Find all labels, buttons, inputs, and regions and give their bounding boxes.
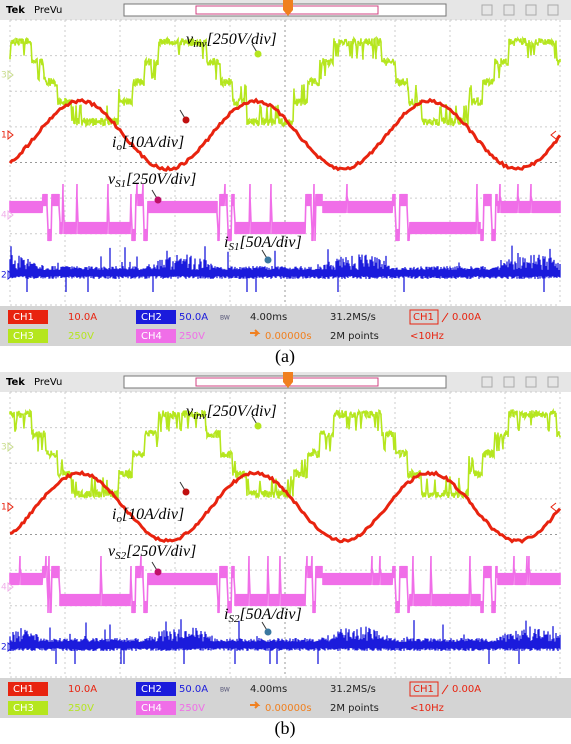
channel-marker: 2 (1, 271, 7, 281)
channel-marker: 4 (1, 583, 7, 593)
status-text: 2M points (330, 703, 379, 714)
status-text: 2M points (330, 331, 379, 342)
annotation-dot (183, 489, 190, 496)
channel-name: CH1 (13, 684, 34, 695)
status-text: 250V (68, 331, 94, 342)
scale: [250V/div] (126, 543, 196, 560)
channel-name: CH4 (141, 703, 162, 714)
scale: [50A/div] (239, 234, 301, 251)
channel-marker: 2 (1, 643, 7, 653)
status-text: 250V (179, 331, 205, 342)
status-text: CH1 (413, 684, 434, 695)
subscript: inv (193, 410, 207, 422)
annotation: io[10A/div] (112, 506, 184, 525)
channel-name: CH3 (13, 703, 34, 714)
scale: [10A/div] (122, 134, 184, 151)
status-text: 10.0A (68, 312, 97, 323)
page: {"panels": [ {"header": {"brand": "Tek",… (0, 0, 571, 744)
annotation-dot (155, 197, 162, 204)
bw-icon: BW (220, 687, 230, 694)
channel-name: CH2 (141, 312, 162, 323)
status-text: 50.0A (179, 684, 208, 695)
status-text: 4.00ms (250, 312, 287, 323)
channel-name: CH1 (13, 312, 34, 323)
scale: [250V/div] (207, 403, 277, 420)
mode: PreVu (34, 5, 62, 16)
scope-panel: TekPreVu3142vinv[250V/div]io[10A/div]vS2… (0, 372, 571, 739)
bw-icon: BW (220, 315, 230, 322)
scope-panel: TekPreVu3142vinv[250V/div]io[10A/div]vS1… (0, 0, 571, 367)
subscript: S1 (115, 178, 126, 190)
scale: [10A/div] (122, 506, 184, 523)
subscript: S2 (115, 550, 127, 562)
brand: Tek (6, 377, 25, 388)
caption: (a) (275, 346, 295, 367)
annotation-dot (183, 117, 190, 124)
channel-marker: 3 (1, 71, 7, 81)
channel-name: CH2 (141, 684, 162, 695)
channel-marker: 4 (1, 211, 7, 221)
status-text: 10.0A (68, 684, 97, 695)
annotation-dot (255, 423, 262, 430)
subscript: S2 (228, 613, 240, 625)
status-text: 250V (179, 703, 205, 714)
annotation-dot (265, 257, 272, 264)
status-text: 4.00ms (250, 684, 287, 695)
annotation-dot (265, 629, 272, 636)
status-text: <10Hz (410, 331, 444, 342)
channel-name: CH3 (13, 331, 34, 342)
status-text: 31.2MS/s (330, 312, 376, 323)
status-text: 0.00000s (265, 331, 312, 342)
status-text: 0.00A (452, 684, 481, 695)
scale: [250V/div] (207, 31, 277, 48)
channel-name: CH4 (141, 331, 162, 342)
annotation: io[10A/div] (112, 134, 184, 153)
status-text: CH1 (413, 312, 434, 323)
caption: (b) (275, 718, 296, 739)
status-text: 0.00000s (265, 703, 312, 714)
scale: [50A/div] (239, 606, 301, 623)
status-text: <10Hz (410, 703, 444, 714)
status-text: 50.0A (179, 312, 208, 323)
annotation-dot (155, 569, 162, 576)
channel-marker: 1 (1, 503, 7, 513)
brand: Tek (6, 5, 25, 16)
figure: TekPreVu3142vinv[250V/div]io[10A/div]vS1… (0, 0, 571, 744)
annotation-dot (255, 51, 262, 58)
channel-marker: 3 (1, 443, 7, 453)
scale: [250V/div] (126, 171, 196, 188)
subscript: S1 (228, 241, 239, 253)
status-text: 31.2MS/s (330, 684, 376, 695)
status-text: 250V (68, 703, 94, 714)
subscript: inv (193, 38, 207, 50)
channel-marker: 1 (1, 131, 7, 141)
mode: PreVu (34, 377, 62, 388)
status-text: 0.00A (452, 312, 481, 323)
